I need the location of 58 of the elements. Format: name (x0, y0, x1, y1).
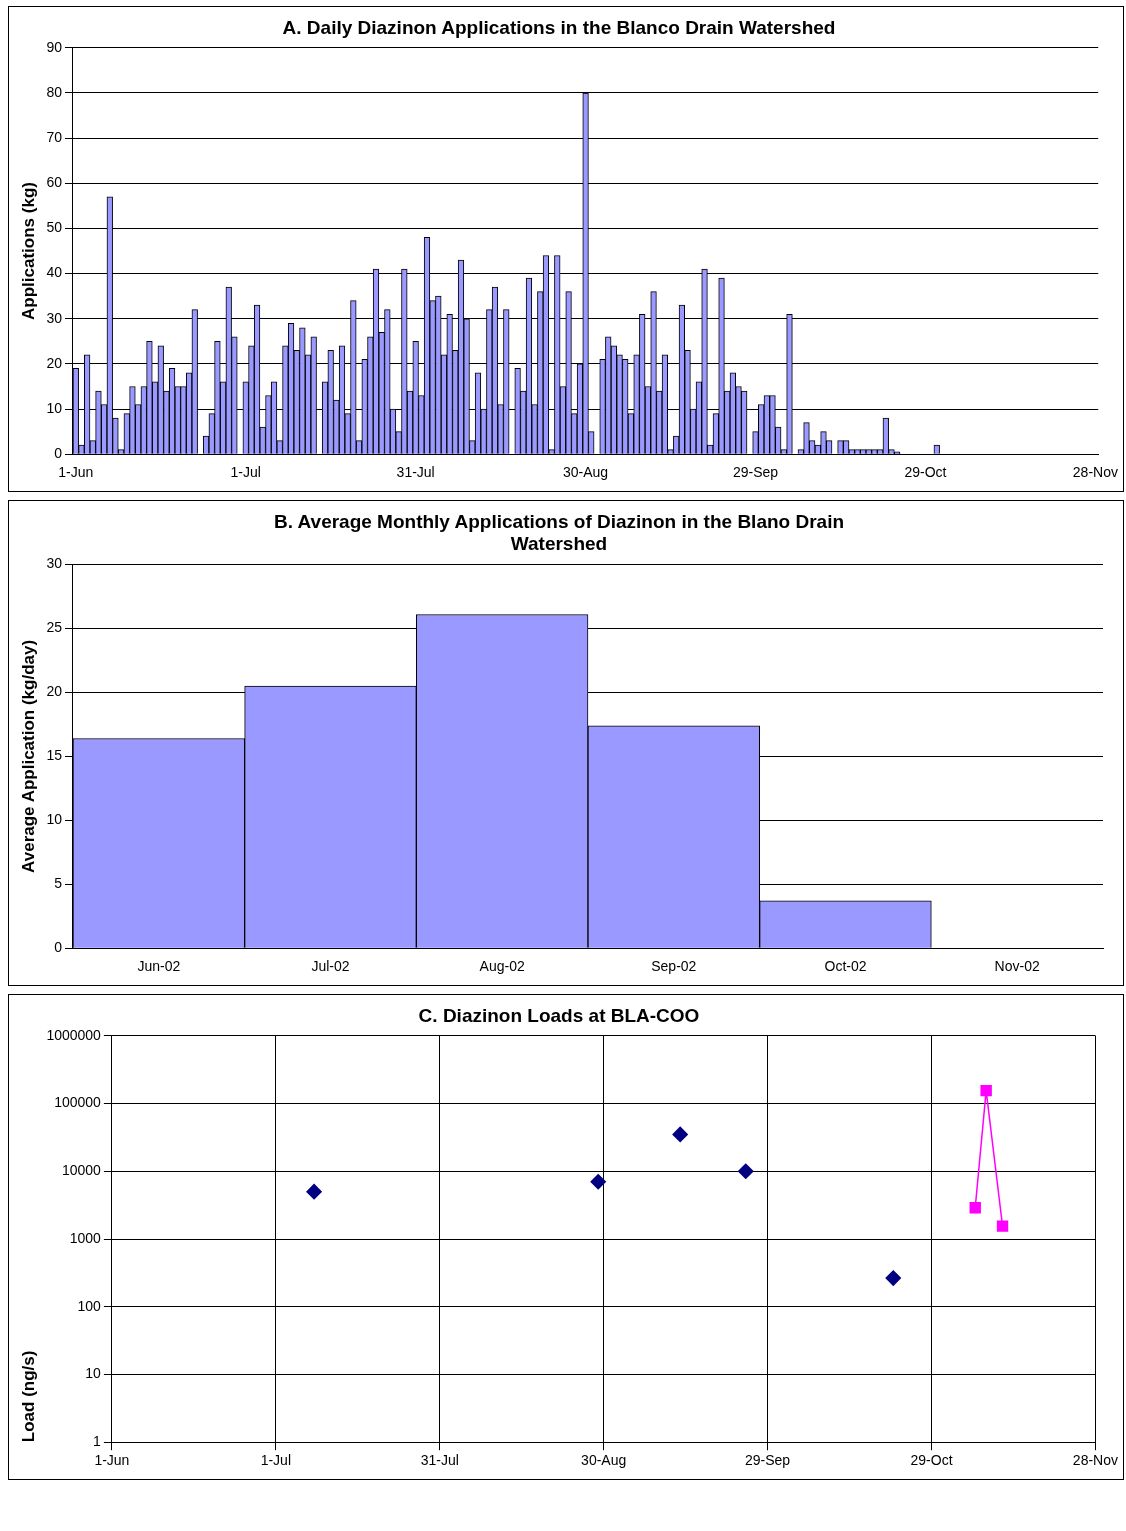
point (969, 1201, 981, 1214)
x-tick-label: 31-Jul (420, 1452, 459, 1469)
x-tick-label: Aug-02 (479, 958, 525, 975)
x-tick-label: 29-Oct (904, 464, 947, 481)
chart-title: B. Average Monthly Applications of Diazinon in the Blano Drain Watershed (273, 510, 845, 555)
y-tick-label: 1 (93, 1433, 102, 1450)
y-tick-label: 20 (46, 354, 63, 371)
y-tick-label: 15 (46, 747, 63, 764)
y-tick-label: 1000 (69, 1229, 102, 1246)
point (737, 1163, 754, 1180)
y-tick-label: 1000000 (46, 1026, 102, 1043)
x-tick-label: 28-Nov (1072, 464, 1118, 481)
y-tick-label: 10 (46, 399, 63, 416)
y-tick-label: 40 (46, 264, 63, 281)
x-tick-label: Sep-02 (651, 958, 697, 975)
chart-title: A. Daily Diazinon Applications in the Blanco Drain Watershed (282, 16, 836, 38)
y-tick-label: 90 (46, 38, 63, 55)
y-tick-label: 70 (46, 128, 63, 145)
y-tick-label: 0 (54, 445, 63, 462)
x-tick-label: 30-Aug (563, 464, 609, 481)
y-tick-label: 100000 (54, 1094, 102, 1111)
y-tick-label: 0 (54, 939, 63, 956)
y-axis-title: Applications (kg) (18, 182, 38, 320)
y-tick-label: 20 (46, 683, 63, 700)
x-tick-label: 29-Sep (745, 1452, 791, 1469)
x-tick-label: Jul-02 (311, 958, 350, 975)
x-tick-label: 28-Nov (1072, 1452, 1118, 1469)
point (590, 1174, 606, 1190)
x-tick-label: Oct-02 (824, 958, 867, 975)
y-tick-label: 5 (54, 875, 63, 892)
x-tick-label: 31-Jul (396, 464, 435, 481)
x-tick-label: 30-Aug (581, 1452, 627, 1469)
point (885, 1270, 902, 1286)
point (306, 1183, 322, 1200)
x-tick-label: Jun-02 (137, 958, 181, 975)
point (996, 1220, 1009, 1232)
x-tick-label: 1-Jun (94, 1452, 130, 1469)
point (980, 1084, 992, 1097)
x-tick-label: 29-Sep (732, 464, 779, 481)
y-tick-label: 60 (46, 174, 63, 191)
y-tick-label: 50 (46, 219, 63, 236)
x-tick-label: 1-Jun (58, 464, 94, 481)
y-tick-label: 30 (46, 555, 63, 572)
x-tick-label: 1-Jul (230, 464, 261, 481)
x-tick-label: 29-Oct (910, 1452, 953, 1469)
y-tick-label: 25 (46, 619, 63, 636)
y-tick-label: 30 (46, 309, 63, 326)
x-tick-label: Nov-02 (994, 958, 1040, 975)
y-tick-label: 10 (46, 811, 63, 828)
chart-title: C. Diazinon Loads at BLA-COO (418, 1004, 700, 1026)
y-tick-label: 10000 (61, 1162, 102, 1179)
point (672, 1126, 688, 1143)
y-tick-label: 10 (85, 1365, 102, 1382)
y-tick-label: 80 (46, 83, 63, 100)
y-axis-title: Load (ng/s) (18, 1350, 38, 1443)
x-tick-label: 1-Jul (260, 1452, 291, 1469)
y-tick-label: 100 (77, 1297, 102, 1314)
y-axis-title: Average Application (kg/day) (18, 639, 38, 873)
